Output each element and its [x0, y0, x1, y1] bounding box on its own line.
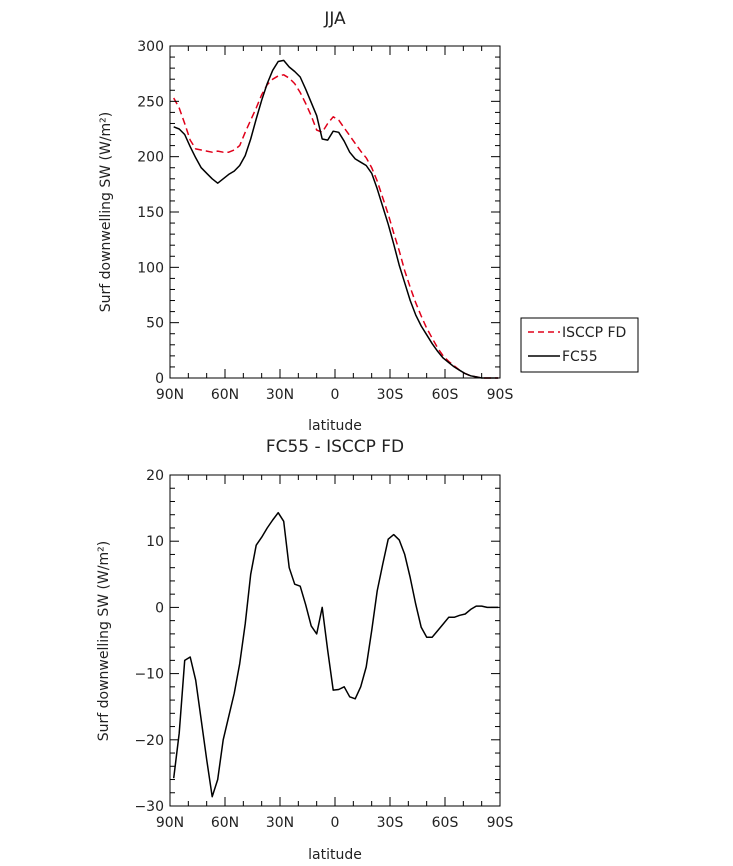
top-x-axis-title: latitude [308, 418, 362, 434]
top-x-tick-label: 60S [432, 387, 459, 403]
bottom-x-tick-label: 90N [156, 815, 184, 831]
bottom-y-axis-title: Surf downwelling SW (W/m²) [96, 541, 112, 742]
bottom-x-axis-title: latitude [308, 847, 362, 863]
top-x-tick-label: 30S [377, 387, 404, 403]
top-plot-frame [169, 45, 501, 379]
bottom-panel-title: FC55 - ISCCP FD [266, 437, 404, 457]
top-y-tick-label: 150 [137, 205, 164, 221]
top-x-tick-label: 90S [487, 387, 514, 403]
top-x-tick-label: 0 [331, 387, 340, 403]
top-x-tick-label: 30N [266, 387, 294, 403]
bottom-panel: FC55 - ISCCP FD 90N 60N 30N 0 30S 60S 90S −30 −2… [96, 437, 513, 863]
top-y-tick-label: 100 [137, 260, 164, 276]
top-y-axis-title: Surf downwelling SW (W/m²) [98, 112, 114, 313]
bottom-x-tick-label: 60N [211, 815, 239, 831]
top-panel-title: JJA [323, 9, 346, 29]
top-y-tick-label: 50 [146, 316, 164, 332]
bottom-y-tick-label: −20 [134, 733, 164, 749]
top-series-line-isccp-fd [173, 74, 499, 379]
top-series-line-fc55 [173, 59, 499, 379]
bottom-x-tick-label: 30N [266, 815, 294, 831]
legend: ISCCP FD FC55 [520, 317, 639, 373]
top-y-tick-label: 250 [137, 94, 164, 110]
bottom-ticks-layer: 90N 60N 30N 0 30S 60S 90S −30 −20 −10 0 10 20 [134, 468, 513, 831]
legend-label-fc55: FC55 [562, 349, 598, 365]
bottom-y-tick-label: −30 [134, 799, 164, 815]
legend-box [520, 317, 639, 373]
top-y-tick-label: 0 [155, 371, 164, 387]
bottom-y-tick-label: 0 [155, 600, 164, 616]
top-panel: JJA 90N 60N 30N 0 30S 60S 90S 0 50 100 150 200 250 30… [98, 9, 639, 434]
top-y-tick-label: 200 [137, 150, 164, 166]
bottom-y-tick-label: 10 [146, 534, 164, 550]
top-ticks-layer: 90N 60N 30N 0 30S 60S 90S 0 50 100 150 200 250 300 [137, 39, 513, 403]
bottom-y-tick-label: 20 [146, 468, 164, 484]
top-y-tick-label: 300 [137, 39, 164, 55]
legend-label-isccp: ISCCP FD [562, 325, 626, 341]
top-x-tick-label: 60N [211, 387, 239, 403]
bottom-x-tick-label: 90S [487, 815, 514, 831]
bottom-plot-frame [169, 474, 501, 807]
bottom-x-tick-label: 60S [432, 815, 459, 831]
top-x-tick-label: 90N [156, 387, 184, 403]
bottom-y-tick-label: −10 [134, 667, 164, 683]
bottom-x-tick-label: 30S [377, 815, 404, 831]
top-series-layer [173, 59, 499, 379]
bottom-x-tick-label: 0 [331, 815, 340, 831]
bottom-series-layer [172, 511, 499, 798]
bottom-series-line-difference [172, 511, 499, 798]
